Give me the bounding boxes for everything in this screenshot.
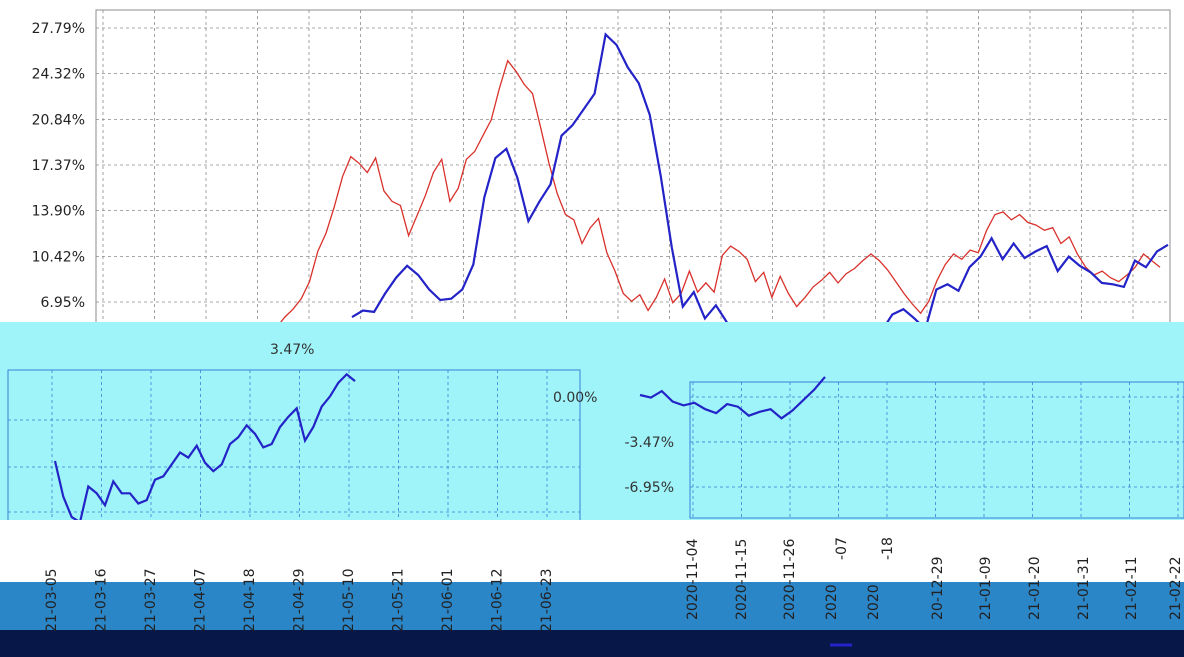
y-tick-label: 20.84%	[32, 112, 85, 128]
right-subchart-y-axis: -3.47% -6.95%	[624, 435, 674, 496]
left-x-tick-label: 21-03-16	[94, 568, 110, 632]
right-x-tick-label: 2020-11-15	[734, 539, 750, 620]
y-tick-label: 24.32%	[32, 67, 85, 83]
blue-series-line	[351, 32, 1169, 330]
main-series-group	[273, 32, 1169, 330]
main-y-axis: 27.79% 24.32% 20.84% 17.37% 13.90% 10.42% 6.95…	[32, 21, 85, 311]
main-chart: 27.79% 24.32% 20.84% 17.37% 13.90% 10.42% 6.95…	[32, 9, 1171, 330]
left-x-tick-label: 21-06-12	[490, 568, 506, 632]
y-tick-label: 13.90%	[32, 204, 85, 220]
right-y-tick-label: -3.47%	[624, 435, 674, 451]
right-x-tick-label: 21-02-22	[1168, 556, 1184, 620]
right-x-tick-label: 21-01-31	[1076, 556, 1092, 620]
left-subchart-grid	[7, 369, 581, 533]
main-chart-grid	[95, 9, 1171, 330]
right-x-tick-label: 2020-11-04	[685, 539, 701, 620]
right-x-tick-label: -07	[834, 537, 850, 560]
left-plot-frame	[7, 369, 581, 533]
y-tick-label: 27.79%	[32, 21, 85, 37]
cyan-row-zero-label: 0.00%	[553, 390, 597, 406]
band-light	[0, 520, 1184, 582]
right-x-tick-label: 2020	[866, 584, 882, 620]
left-x-tick-labels: 21-03-05 21-03-16 21-03-27 21-04-07 21-04-18…	[44, 568, 555, 632]
left-x-tick-label: 21-06-01	[440, 568, 456, 632]
x-axis-labels: 21-03-05 21-03-16 21-03-27 21-04-07 21-04-18…	[44, 537, 1184, 647]
left-blue-series-line	[53, 372, 356, 524]
cyan-charts: -3.47% -6.95% 3.47% 0.00%	[7, 342, 1184, 533]
y-tick-label: 6.95%	[41, 295, 85, 311]
left-x-tick-label: 21-05-10	[341, 568, 357, 632]
right-x-tick-label: 20-12-29	[930, 556, 946, 620]
right-x-tick-label: 21-01-20	[1027, 556, 1043, 620]
main-plot-frame	[95, 9, 1171, 330]
left-x-tick-label: 21-03-05	[44, 568, 60, 632]
left-x-tick-label: 21-06-23	[539, 568, 555, 632]
band-dark	[0, 630, 1184, 657]
right-x-tick-label: 21-02-11	[1124, 556, 1140, 620]
right-x-tick-label: 2020-11-26	[782, 539, 798, 620]
right-y-tick-label: -6.95%	[624, 480, 674, 496]
cyan-row-value-label: 3.47%	[270, 342, 314, 358]
left-x-tick-label: 21-05-21	[391, 568, 407, 632]
right-subchart-grid	[689, 381, 1184, 519]
x-axis-band: 21-03-05 21-03-16 21-03-27 21-04-07 21-04-18…	[0, 520, 1184, 657]
right-blue-series-line	[639, 376, 826, 420]
band-mid	[0, 582, 1184, 630]
cyan-series-group	[53, 372, 826, 524]
left-x-tick-label: 21-03-27	[143, 568, 159, 632]
y-tick-label: 10.42%	[32, 249, 85, 265]
left-x-tick-label: 21-04-29	[292, 568, 308, 632]
right-x-tick-label: 2020	[824, 584, 840, 620]
left-x-tick-label: 21-04-18	[242, 568, 258, 632]
right-plot-frame	[689, 381, 1184, 519]
right-x-tick-label: -18	[880, 537, 896, 560]
right-x-tick-label: 21-01-09	[978, 556, 994, 620]
left-x-tick-label: 21-04-07	[193, 568, 209, 632]
main-chart-panel: 27.79% 24.32% 20.84% 17.37% 13.90% 10.42% 6.95…	[32, 9, 1171, 330]
right-x-tick-labels: 2020-11-04 2020-11-15 2020-11-26 2020 -07 202…	[685, 537, 1184, 620]
red-series-line	[273, 59, 1161, 330]
y-tick-label: 17.37%	[32, 158, 85, 174]
